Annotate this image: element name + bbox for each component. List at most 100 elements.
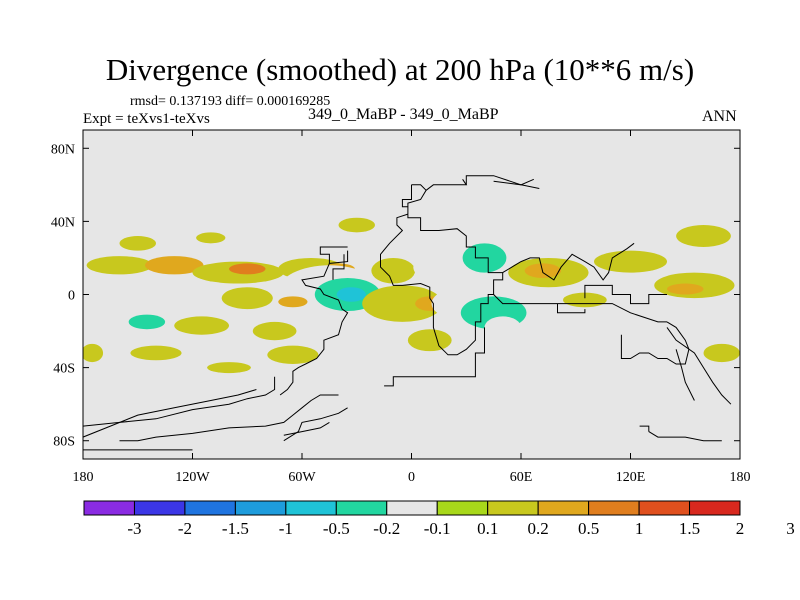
convergence-region <box>342 332 408 355</box>
season-text: ANN <box>702 108 737 125</box>
y-tick-label: 40S <box>53 362 75 377</box>
coastline <box>380 184 504 356</box>
y-tick-label: 80N <box>51 142 75 157</box>
divergence-region <box>703 343 740 363</box>
chart-title: Divergence (smoothed) at 200 hPa (10**6 … <box>105 52 695 87</box>
colorbar-label: -2 <box>178 519 192 538</box>
coastline <box>279 263 349 396</box>
divergence-region <box>407 329 452 352</box>
x-tick-label: 180 <box>730 470 751 485</box>
coastline <box>557 303 586 314</box>
divergence-region <box>86 256 153 275</box>
coastline <box>502 242 635 281</box>
x-tick-label: 60E <box>510 470 533 485</box>
coastline <box>584 284 667 305</box>
y-tick-label: 80S <box>53 435 75 450</box>
convergence-region <box>442 212 509 231</box>
coastline <box>557 303 667 323</box>
divergence-region <box>83 343 104 363</box>
coastline <box>332 254 345 280</box>
colorbar-label: -0.5 <box>323 519 350 538</box>
convergence-region <box>197 347 242 363</box>
divergence-region <box>338 217 375 233</box>
colorbar-label: -3 <box>127 519 141 538</box>
x-tick-label: 0 <box>408 470 415 485</box>
map-axes: 180 120W 60W 0 60E 120E 180 80N 40N 0 40S 80S <box>51 130 751 485</box>
divergence-region <box>362 285 443 322</box>
divergence-region <box>267 345 319 364</box>
coastline <box>283 421 330 436</box>
coastline <box>425 179 468 191</box>
coastline <box>666 327 732 405</box>
divergence-region <box>676 225 731 247</box>
coastline <box>493 178 534 186</box>
colorbar-label: 1 <box>635 519 644 538</box>
expt-text: Expt = teXvs1-teXvs <box>83 111 210 127</box>
coastline <box>83 389 257 438</box>
convergence-region <box>511 332 585 359</box>
convergence-region <box>289 214 341 229</box>
coastline <box>493 294 558 305</box>
coastline <box>384 327 485 387</box>
divergence-region <box>119 236 156 251</box>
colorbar-label: 2 <box>736 519 745 538</box>
coastline <box>119 394 339 442</box>
convergence-region <box>336 287 366 302</box>
divergence-region <box>594 250 667 273</box>
colorbar-label: 3 <box>786 519 795 538</box>
coastline <box>648 431 722 442</box>
colorbar-label: -1.5 <box>222 519 249 538</box>
coastline <box>620 321 690 365</box>
convergence-region <box>484 316 521 339</box>
convergence-region <box>128 314 166 330</box>
cases-text: 349_0_MaBP - 349_0_MaBP <box>308 106 499 123</box>
divergence-region <box>145 256 204 275</box>
coastline <box>639 425 650 432</box>
colorbar-swatch <box>234 500 287 516</box>
x-tick-label: 120E <box>616 470 646 485</box>
divergence-region <box>252 321 297 341</box>
colorbar-label: 0.1 <box>477 519 498 538</box>
y-tick-label: 0 <box>68 289 75 304</box>
convergence-region <box>533 215 636 238</box>
divergence-region <box>174 316 229 335</box>
colorbar-swatch <box>638 500 691 516</box>
x-tick-label: 60W <box>288 470 316 485</box>
divergence-region <box>196 232 226 244</box>
colorbar-swatch <box>436 500 489 516</box>
stats-text: rmsd= 0.137193 diff= 0.000169285 <box>130 94 331 109</box>
x-tick-label: 120W <box>175 470 210 485</box>
divergence-region <box>221 287 273 310</box>
y-tick-label: 40N <box>51 215 75 230</box>
coastlines <box>83 175 732 451</box>
divergence-region <box>207 362 251 374</box>
colorbar-label: 0.2 <box>528 519 549 538</box>
divergence-region <box>667 283 704 295</box>
x-tick-label: 180 <box>73 470 94 485</box>
divergence-region <box>229 263 266 275</box>
coastline <box>319 246 349 264</box>
divergence-region <box>130 345 182 361</box>
colorbar-swatch <box>588 500 640 516</box>
coastline <box>675 349 695 401</box>
colorbar-swatch <box>83 500 135 516</box>
colorbar-swatch <box>537 500 590 516</box>
coastline <box>83 376 276 427</box>
colorbar-swatch <box>335 500 388 516</box>
colorbar-label: -0.2 <box>373 519 400 538</box>
colorbar-label: -0.1 <box>424 519 451 538</box>
divergence-region <box>278 296 308 308</box>
colorbar-swatch <box>285 500 337 516</box>
colorbar-label: -1 <box>279 519 293 538</box>
colorbar-swatch <box>386 500 438 516</box>
colorbar-label: 0.5 <box>578 519 599 538</box>
divergence-region <box>371 257 416 284</box>
colorbar: -3 -2 -1.5 -1 -0.5 -0.2 -0.1 0.1 0.2 0.5 1 1.5 2 3 <box>83 500 795 538</box>
coastline <box>465 175 540 189</box>
convergence-region <box>630 334 686 364</box>
colorbar-swatch <box>133 500 186 516</box>
colorbar-label: 1.5 <box>679 519 700 538</box>
colorbar-swatch <box>487 500 539 516</box>
convergence-region <box>413 252 465 282</box>
